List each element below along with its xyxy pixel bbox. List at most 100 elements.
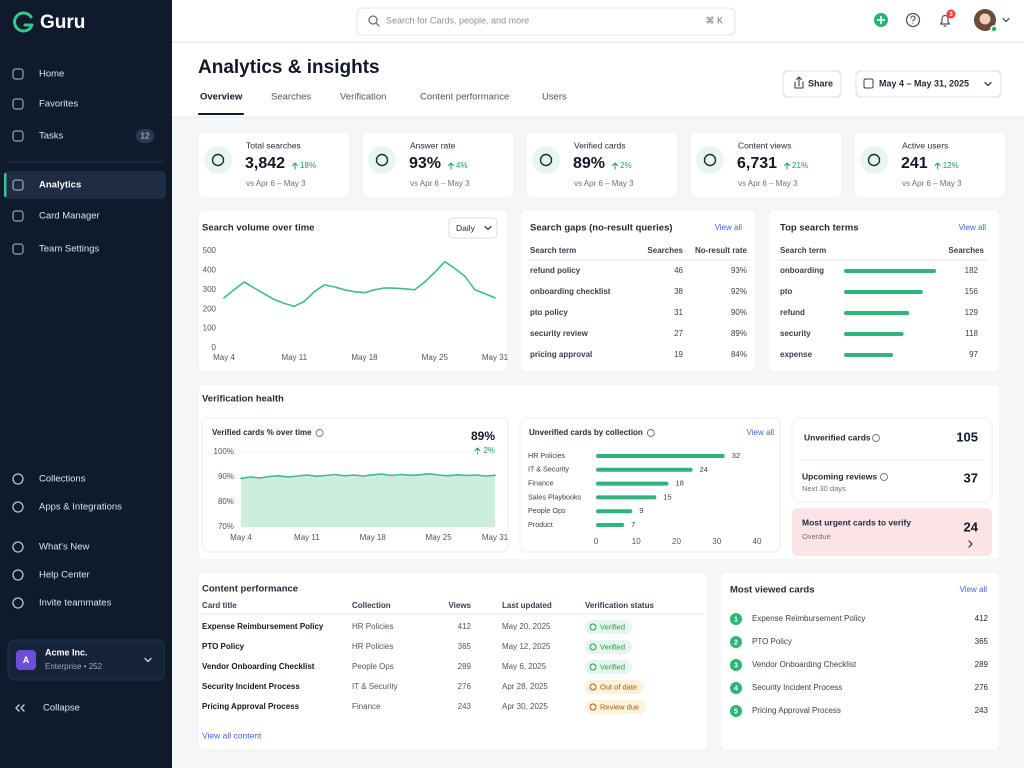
kpi-change: 2% — [620, 161, 632, 170]
nav-item[interactable]: Team Settings — [39, 244, 99, 255]
x-tick-label: May 4 — [230, 533, 252, 542]
table-cell: Finance — [352, 702, 381, 711]
nav-item[interactable]: Home — [39, 69, 64, 80]
kpi-change: 21% — [792, 161, 808, 170]
kpi-period: vs Apr 6 – May 3 — [902, 179, 962, 188]
table-cell: Vendor Onboarding Checklist — [202, 662, 315, 671]
table-cell: Apr 30, 2025 — [502, 702, 548, 711]
view-all-link[interactable]: View all — [715, 223, 743, 232]
status-pill — [585, 620, 633, 634]
x-tick-label: May 4 — [213, 353, 235, 362]
view-count: 276 — [975, 683, 989, 692]
info-icon — [880, 473, 888, 481]
table-cell: IT & Security — [352, 682, 398, 691]
nav-icon — [12, 597, 24, 609]
kpi-period: vs Apr 6 – May 3 — [574, 179, 634, 188]
search-icon — [368, 15, 378, 25]
view-all-link[interactable]: View all content — [202, 730, 262, 740]
table-cell: 93% — [731, 266, 747, 275]
nav-badge-count: 12 — [141, 132, 150, 141]
interval-dropdown[interactable] — [448, 217, 498, 239]
share-button[interactable] — [782, 70, 842, 98]
nav-icon — [12, 541, 24, 553]
x-tick-label: 30 — [712, 537, 721, 546]
nav-badge — [136, 129, 154, 143]
nav-icon — [12, 473, 24, 485]
x-tick-label: May 11 — [294, 533, 320, 542]
view-all-link[interactable]: View all — [959, 223, 987, 232]
kpi-label: Total searches — [246, 140, 301, 150]
tab[interactable]: Searches — [271, 92, 311, 103]
view-all-link[interactable]: View all — [960, 585, 988, 594]
nav-item[interactable]: Tasks — [39, 131, 64, 142]
bar-label: security — [780, 329, 811, 338]
nav-item[interactable]: What's New — [39, 542, 90, 553]
info-icon — [646, 429, 655, 437]
workspace-plan: Enterprise • 252 — [45, 662, 103, 671]
card-link[interactable]: Pricing Approval Process — [752, 706, 841, 715]
kpi-period: vs Apr 6 – May 3 — [410, 179, 470, 188]
bar — [596, 454, 725, 458]
notification-count: 3 — [949, 12, 953, 18]
workspace-name: Acme Inc. — [45, 647, 88, 657]
icon — [876, 15, 886, 25]
card-link[interactable]: PTO Policy — [752, 637, 792, 646]
workspace-switcher[interactable] — [7, 639, 165, 681]
value-label: 15 — [663, 492, 671, 501]
tab[interactable]: Verification — [340, 92, 386, 103]
kpi-label: Answer rate — [410, 140, 456, 150]
x-tick-label: May 25 — [425, 533, 452, 542]
kpi-icon — [375, 153, 389, 167]
active-tab-underline — [198, 113, 244, 115]
table-cell: 46 — [674, 266, 683, 275]
tab[interactable]: Overview — [200, 92, 243, 103]
rank-badge — [730, 705, 742, 717]
nav-item[interactable]: Apps & Integrations — [39, 502, 122, 513]
table-cell: pricing approval — [530, 350, 592, 359]
stat-value: 24 — [964, 519, 979, 534]
table-cell: 289 — [458, 662, 472, 671]
help-button[interactable] — [905, 12, 921, 28]
value-label: 156 — [965, 287, 979, 296]
value-label: 7 — [631, 520, 635, 529]
nav-item[interactable]: Card Manager — [39, 211, 100, 222]
status-icon — [589, 623, 597, 631]
notifications-button[interactable] — [939, 14, 951, 27]
bar-label: Sales Playbooks — [528, 492, 582, 501]
nav-item[interactable]: Invite teammates — [39, 598, 112, 609]
nav-item[interactable]: Analytics — [39, 180, 81, 191]
column-header: Last updated — [502, 601, 552, 610]
kpi-change: 18% — [300, 161, 316, 170]
tab[interactable]: Users — [542, 92, 567, 103]
search-box[interactable] — [356, 7, 736, 36]
page-title: Analytics & insights — [198, 57, 380, 78]
nav-item[interactable]: Collections — [39, 474, 86, 485]
workspace-avatar — [16, 650, 36, 670]
view-all-link[interactable]: View all — [747, 428, 775, 437]
rank-badge — [730, 636, 742, 648]
nav-item[interactable]: Help Center — [39, 570, 90, 581]
nav-icon — [12, 179, 24, 191]
card-link[interactable]: Expense Reimbursement Policy — [752, 614, 865, 623]
date-range-button[interactable] — [855, 70, 1002, 98]
bar-label: refund — [780, 308, 805, 317]
bar-label: pto — [780, 287, 793, 296]
column-header: Views — [448, 601, 471, 610]
nav-icon — [12, 569, 24, 581]
table-cell: pto policy — [530, 308, 568, 317]
card-link[interactable]: Security Incident Process — [752, 683, 842, 692]
stat-value: 105 — [956, 429, 978, 444]
collapse-button[interactable]: Collapse — [43, 703, 80, 714]
x-tick-label: May 31 — [482, 353, 509, 362]
kpi-card — [853, 131, 1007, 199]
tab[interactable]: Content performance — [420, 92, 509, 103]
table-cell: onboarding checklist — [530, 287, 611, 296]
urgent-card[interactable] — [792, 508, 992, 556]
bar-label: onboarding — [780, 266, 824, 275]
card-title: Search volume over time — [202, 223, 314, 234]
nav-item[interactable]: Favorites — [39, 99, 78, 110]
date-range-label: May 4 – May 31, 2025 — [879, 78, 969, 88]
bar — [596, 495, 657, 500]
bar-label: expense — [780, 350, 813, 359]
card-link[interactable]: Vendor Onboarding Checklist — [752, 660, 857, 669]
